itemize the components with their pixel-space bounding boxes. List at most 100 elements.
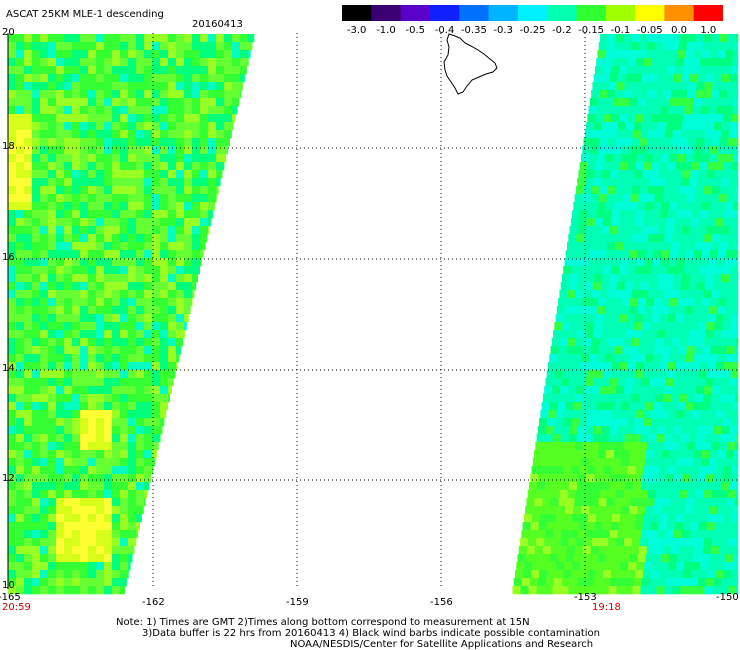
- swath-cell: [640, 538, 649, 547]
- swath-cell: [24, 130, 33, 139]
- swath-cell: [706, 66, 716, 75]
- swath-cell: [688, 234, 697, 243]
- swath-cell: [650, 170, 659, 179]
- swath-cell: [72, 418, 81, 427]
- swath-cell: [88, 218, 97, 227]
- swath-cell: [64, 562, 73, 571]
- swath-cell: [660, 154, 670, 163]
- swath-cell: [152, 450, 157, 459]
- swath-cell: [570, 370, 580, 379]
- swath-cell: [631, 138, 640, 147]
- swath-cell: [553, 578, 563, 587]
- swath-cell: [144, 442, 153, 451]
- swath-cell: [192, 146, 201, 155]
- swath-cell: [720, 82, 729, 91]
- swath-cell: [136, 402, 145, 411]
- swath-cell: [579, 418, 588, 427]
- swath-cell: [144, 490, 148, 499]
- swath-cell: [104, 186, 113, 195]
- swath-cell: [200, 58, 209, 67]
- swath-cell: [624, 34, 633, 43]
- swath-cell: [112, 210, 121, 219]
- swath-cell: [104, 530, 113, 539]
- swath-cell: [56, 482, 65, 491]
- swath-cell: [88, 522, 97, 531]
- swath-cell: [582, 546, 592, 555]
- swath-cell: [580, 258, 589, 267]
- swath-cell: [577, 330, 586, 339]
- swath-cell: [40, 370, 49, 379]
- swath-cell: [152, 74, 161, 83]
- swath-cell: [663, 90, 672, 99]
- swath-cell: [120, 114, 129, 123]
- swath-cell: [666, 66, 676, 75]
- swath-cell: [628, 154, 638, 163]
- swath-cell: [554, 474, 563, 483]
- swath-cell: [128, 298, 137, 307]
- swath-cell: [80, 346, 89, 355]
- swath-cell: [96, 338, 105, 347]
- swath-cell: [136, 426, 145, 435]
- swath-cell: [687, 242, 696, 251]
- swath-cell: [620, 154, 630, 163]
- swath-cell: [96, 434, 105, 443]
- swath-cell: [661, 250, 671, 259]
- swath-cell: [168, 370, 176, 379]
- swath-cell: [80, 546, 89, 555]
- swath-cell: [96, 218, 105, 227]
- swath-cell: [704, 234, 713, 243]
- swath-cell: [725, 554, 734, 563]
- swath-cell: [120, 130, 129, 139]
- swath-cell: [693, 554, 702, 563]
- swath-cell: [691, 514, 701, 523]
- swath-cell: [715, 570, 724, 579]
- lon-label-159: -159: [286, 597, 309, 608]
- swath-cell: [650, 370, 660, 379]
- swath-cell: [88, 506, 97, 515]
- swath-cell: [240, 50, 249, 59]
- swath-cell: [583, 242, 592, 251]
- swath-cell: [128, 282, 137, 291]
- swath-cell: [674, 66, 684, 75]
- swath-cell: [699, 162, 709, 171]
- swath-cell: [734, 450, 739, 459]
- swath-cell: [661, 354, 670, 363]
- swath-cell: [136, 162, 145, 171]
- swath-cell: [610, 122, 619, 131]
- swath-cell: [184, 66, 193, 75]
- swath-cell: [16, 490, 25, 499]
- swath-cell: [16, 250, 25, 259]
- swath-cell: [48, 418, 57, 427]
- swath-cell: [603, 162, 613, 171]
- swath-cell: [586, 474, 595, 483]
- swath-cell: [144, 314, 153, 323]
- swath-cell: [714, 218, 724, 227]
- swath-cell: [730, 474, 739, 483]
- swath-cell: [727, 490, 736, 499]
- swath-cell: [527, 490, 536, 499]
- swath-cell: [629, 202, 638, 211]
- swath-cell: [676, 58, 685, 67]
- swath-cell: [580, 154, 590, 163]
- swath-cell: [24, 90, 33, 99]
- swath-cell: [8, 170, 17, 179]
- swath-cell: [24, 138, 33, 147]
- swath-cell: [48, 218, 57, 227]
- swath-cell: [40, 522, 49, 531]
- swath-cell: [634, 474, 643, 483]
- swath-cell: [714, 66, 724, 75]
- swath-cell: [160, 402, 169, 411]
- swath-cell: [48, 586, 57, 595]
- swath-cell: [525, 554, 534, 563]
- swath-cell: [200, 114, 209, 123]
- swath-cell: [582, 346, 591, 355]
- swath-cell: [216, 106, 225, 115]
- swath-cell: [88, 210, 97, 219]
- swath-cell: [32, 290, 41, 299]
- swath-cell: [589, 98, 599, 107]
- swath-cell: [645, 402, 654, 411]
- swath-cell: [578, 522, 587, 531]
- swath-cell: [184, 314, 189, 323]
- swath-cell: [636, 210, 645, 219]
- swath-cell: [715, 162, 725, 171]
